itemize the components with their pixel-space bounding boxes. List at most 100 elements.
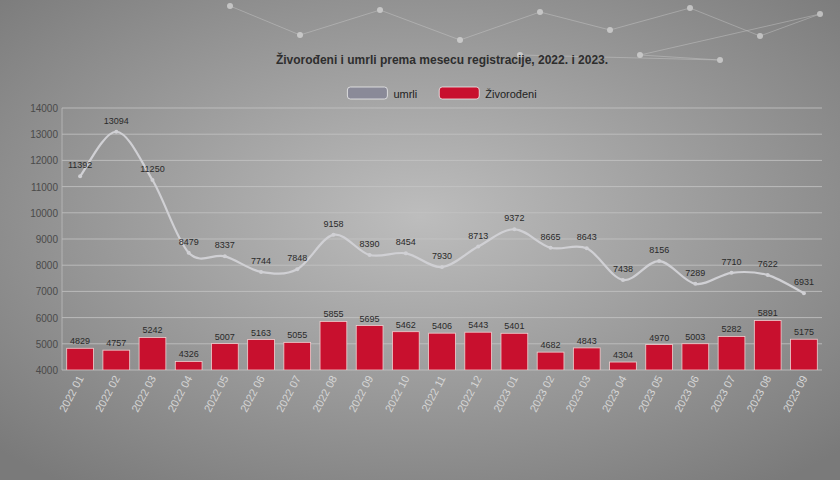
bar (791, 339, 818, 370)
y-grid (62, 239, 822, 240)
y-grid (62, 186, 822, 187)
x-tick-label: 2022 07 (274, 373, 303, 414)
line-point (223, 254, 227, 258)
x-tick-label: 2022 03 (129, 373, 158, 414)
bar (718, 336, 745, 370)
bar (682, 344, 709, 370)
bar (573, 348, 600, 370)
bar-label: 5175 (794, 327, 814, 337)
x-tick-label: 2022 09 (346, 373, 375, 414)
bar-label: 5855 (323, 309, 343, 319)
legend-item: umrli (347, 87, 417, 100)
deco-line (540, 12, 610, 30)
deco-dot (297, 32, 303, 38)
line-point (693, 282, 697, 286)
deco-line (460, 12, 540, 40)
x-tick-label: 2023 01 (491, 373, 520, 414)
y-tick-label: 4000 (36, 365, 59, 376)
line-label: 7289 (685, 268, 705, 278)
grid (62, 108, 822, 370)
line-point (78, 174, 82, 178)
bar (284, 342, 311, 370)
line-label: 7744 (251, 256, 271, 266)
line-label: 13094 (104, 116, 129, 126)
bar-label: 5401 (504, 321, 524, 331)
line-label: 9372 (504, 213, 524, 223)
bar (465, 332, 492, 370)
x-tick-label: 2023 08 (744, 373, 773, 414)
legend-label: Živorođeni (485, 88, 536, 100)
bar (356, 326, 383, 370)
bar (646, 345, 673, 370)
deco-dot (227, 3, 233, 9)
bar (392, 332, 419, 370)
y-grid (62, 160, 822, 161)
marks (67, 130, 818, 370)
bar-label: 5462 (396, 320, 416, 330)
x-tick-label: 2022 10 (382, 373, 411, 414)
bar (248, 340, 275, 370)
line-point (440, 265, 444, 269)
bar-label: 5003 (685, 332, 705, 342)
line-label: 7848 (287, 253, 307, 263)
y-tick-label: 7000 (36, 286, 59, 297)
bar (211, 344, 238, 370)
title: Živorođeni i umrli prema mesecu registra… (276, 52, 608, 67)
deco-dot (607, 27, 613, 33)
deco-line (380, 10, 460, 40)
y-tick-label: 13000 (30, 129, 58, 140)
bar-label: 4304 (613, 350, 633, 360)
line-point (295, 267, 299, 271)
deco-line (690, 8, 760, 36)
line-label: 7930 (432, 251, 452, 261)
bar (67, 348, 94, 370)
deco-line (640, 14, 820, 55)
x-tick-label: 2022 01 (57, 373, 86, 414)
bar (103, 350, 130, 370)
bar (139, 337, 166, 370)
y-tick-label: 5000 (36, 339, 59, 350)
line-label: 8390 (360, 239, 380, 249)
line-label: 11250 (140, 164, 164, 174)
legend-label: umrli (393, 88, 417, 100)
line-point (259, 270, 263, 274)
x-tick-label: 2022 05 (201, 373, 230, 414)
y-tick-label: 8000 (36, 260, 59, 271)
line-label: 6931 (794, 277, 814, 287)
bar-label: 5007 (215, 332, 235, 342)
deco-dot (457, 37, 463, 43)
data-labels: 4829475752424326500751635055585556955462… (68, 116, 814, 360)
line-point (331, 233, 335, 237)
x-tick-label: 2022 08 (310, 373, 339, 414)
line-point (150, 178, 154, 182)
line-point (585, 246, 589, 250)
deco-dot (377, 7, 383, 13)
bar-label: 5406 (432, 321, 452, 331)
bar (610, 362, 637, 370)
line-point (730, 271, 734, 275)
line-label: 7438 (613, 264, 633, 274)
y-grid (62, 134, 822, 135)
bar-label: 5443 (468, 320, 488, 330)
line-point (114, 130, 118, 134)
line-point (657, 259, 661, 263)
deco-line (230, 6, 300, 35)
line-point (621, 278, 625, 282)
line-point (187, 251, 191, 255)
line-label: 7622 (758, 259, 778, 269)
x-tick-label: 2023 09 (780, 373, 809, 414)
line-point (476, 245, 480, 249)
bar-label: 5242 (142, 325, 162, 335)
bar-label: 4326 (179, 349, 199, 359)
bar-label: 5695 (360, 314, 380, 324)
bar-label: 5055 (287, 330, 307, 340)
deco-line (760, 14, 820, 36)
bar-label: 4682 (541, 340, 561, 350)
line-label: 8156 (649, 245, 669, 255)
y-tick-label: 11000 (31, 182, 59, 193)
line-label: 8713 (468, 231, 488, 241)
y-tick-label: 10000 (30, 208, 58, 219)
bar-label: 5891 (758, 308, 778, 318)
legend: umrli Živorođeni (347, 87, 536, 100)
y-tick-label: 14000 (30, 103, 58, 114)
